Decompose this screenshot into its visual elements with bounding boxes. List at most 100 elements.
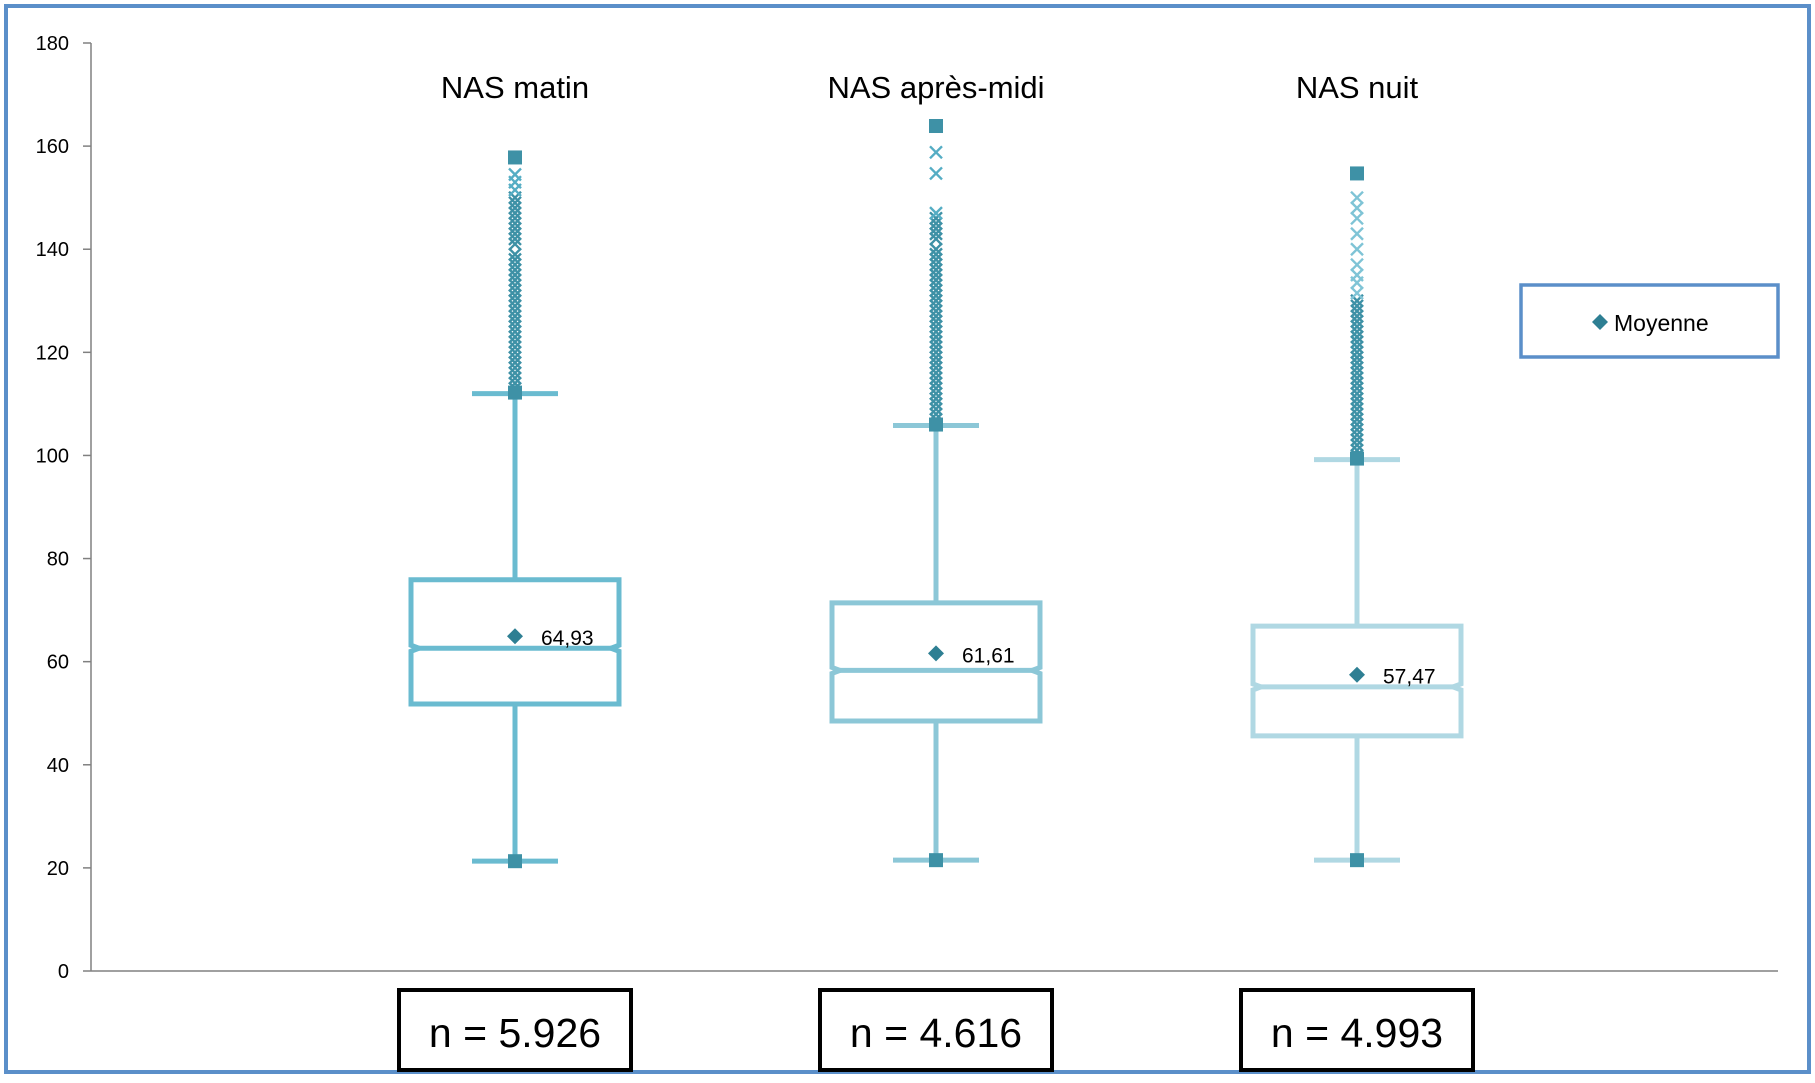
whisker-high-marker <box>1350 451 1364 466</box>
outlier-marker <box>929 278 943 293</box>
outlier-marker <box>1350 417 1364 432</box>
outlier-marker <box>929 242 943 257</box>
min-marker <box>1350 853 1364 868</box>
category-label: NAS nuit <box>1296 70 1419 105</box>
mean-label: 64,93 <box>541 627 594 650</box>
outlier-marker <box>929 273 943 288</box>
outlier-marker <box>508 257 522 272</box>
outlier-marker <box>508 319 522 334</box>
outlier-marker <box>508 201 522 215</box>
outlier-marker <box>1350 407 1364 422</box>
outlier-marker <box>508 350 522 365</box>
extreme-outlier-marker <box>1350 268 1364 282</box>
min-marker <box>929 853 943 868</box>
outlier-marker <box>929 211 943 226</box>
outlier-marker <box>508 273 522 288</box>
outlier-marker <box>929 293 943 308</box>
legend-mean-marker <box>1592 314 1608 330</box>
outlier-marker <box>1350 304 1364 318</box>
outlier-marker <box>1350 340 1364 355</box>
y-tick-label: 0 <box>58 961 69 983</box>
outlier-marker <box>508 309 522 324</box>
box <box>829 600 1043 724</box>
outlier-marker <box>929 340 943 355</box>
outlier-marker <box>929 247 943 262</box>
outlier-marker <box>1350 422 1364 437</box>
outlier-marker <box>929 335 943 349</box>
y-tick-label: 180 <box>36 33 69 55</box>
outlier-marker <box>508 232 522 246</box>
outlier-marker <box>508 371 522 385</box>
legend-box <box>1519 283 1780 359</box>
outlier-marker <box>929 350 943 365</box>
outlier-marker <box>929 226 943 241</box>
outlier-marker <box>929 262 943 277</box>
box-1: NAS matin 64,93 n = 5.926 <box>397 70 633 1072</box>
extreme-outlier-marker <box>1350 226 1364 241</box>
extreme-outlier-marker <box>929 145 943 160</box>
outlier-marker <box>1350 360 1364 375</box>
max-marker <box>1350 166 1364 181</box>
chart-border <box>4 4 1811 1074</box>
outlier-marker <box>929 386 943 401</box>
outlier-marker <box>508 252 522 267</box>
outlier-marker <box>1350 330 1364 344</box>
outlier-marker <box>508 340 522 355</box>
max-marker <box>508 150 522 165</box>
outlier-marker <box>508 268 522 282</box>
outlier-marker <box>929 221 943 236</box>
outlier-marker <box>508 335 522 349</box>
outlier-marker <box>929 268 943 282</box>
extreme-outlier-marker <box>929 166 943 181</box>
sample-size-frame <box>1239 988 1475 1072</box>
outlier-marker <box>508 293 522 308</box>
outlier-marker <box>1350 324 1364 339</box>
outlier-marker <box>929 360 943 375</box>
min-marker <box>508 854 522 869</box>
category-label: NAS matin <box>441 70 589 105</box>
outlier-marker <box>929 324 943 339</box>
extreme-outlier-marker <box>1350 211 1364 226</box>
outlier-marker <box>508 288 522 303</box>
outlier-marker <box>508 211 522 226</box>
outlier-marker <box>1350 355 1364 370</box>
outlier-marker <box>929 402 943 416</box>
outlier-marker <box>508 355 522 370</box>
outlier-marker <box>508 221 522 236</box>
outlier-marker <box>508 360 522 375</box>
outlier-marker <box>929 257 943 272</box>
outlier-marker <box>929 288 943 303</box>
extreme-outlier-marker <box>1350 286 1364 300</box>
outlier-marker <box>508 345 522 360</box>
outlier-marker <box>1350 371 1364 385</box>
outlier-marker <box>1350 335 1364 349</box>
outlier-marker <box>929 216 943 231</box>
category-label: NAS après-midi <box>827 70 1044 105</box>
sample-size-box: n = 5.926 <box>397 988 633 1072</box>
outlier-marker <box>508 262 522 277</box>
outlier-marker <box>929 319 943 334</box>
extreme-outlier-marker <box>1350 201 1364 215</box>
plot-area: NAS matin 64,93 n = 5.926 NAS après-midi 61,… <box>397 70 1475 1072</box>
y-tick-label: 100 <box>36 445 69 467</box>
legend: Moyenne <box>1519 283 1780 359</box>
outlier-marker <box>929 391 943 406</box>
extreme-outlier-marker <box>1350 190 1364 205</box>
outlier-marker <box>1350 376 1364 391</box>
mean-label: 61,61 <box>962 644 1015 667</box>
outlier-marker <box>929 366 943 380</box>
extreme-outlier-marker <box>508 167 522 182</box>
outlier-marker <box>929 381 943 396</box>
extreme-outlier-marker <box>1350 257 1364 272</box>
sample-size-label: n = 4.993 <box>1271 1010 1443 1056</box>
outlier-marker <box>1350 381 1364 396</box>
mean-marker <box>1349 666 1365 683</box>
y-tick-label: 60 <box>47 652 69 674</box>
outlier-marker <box>929 309 943 324</box>
whisker-high-marker <box>929 417 943 432</box>
outlier-marker <box>1350 319 1364 334</box>
sample-size-box: n = 4.616 <box>818 988 1054 1072</box>
legend-label-moyenne: Moyenne <box>1614 310 1709 336</box>
outlier-marker <box>1350 412 1364 427</box>
mean-marker <box>507 628 523 645</box>
